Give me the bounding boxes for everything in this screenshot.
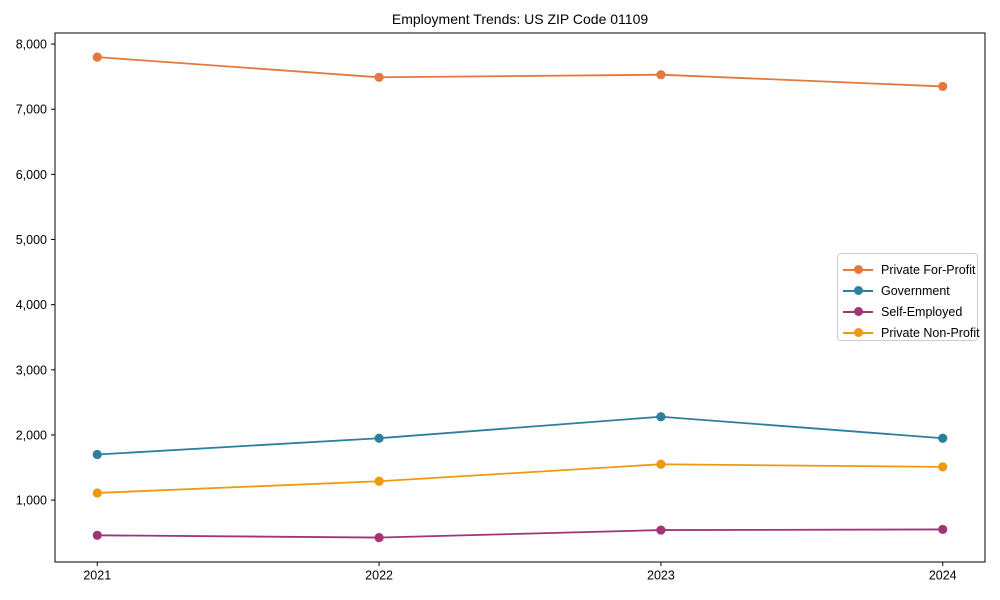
x-tick-label: 2024 <box>929 569 957 583</box>
legend-marker-icon <box>843 285 873 296</box>
series-line <box>97 56 943 88</box>
data-point-marker <box>92 449 102 460</box>
data-point-marker <box>938 433 948 443</box>
y-tick-label: 4,000 <box>16 298 47 312</box>
legend-label: Self-Employed <box>881 304 963 319</box>
legend-item-government: Government <box>843 280 977 301</box>
legend-marker-icon <box>843 306 873 317</box>
legend-item-private-for-profit: Private For-Profit <box>843 259 977 280</box>
series-self-employed <box>92 524 948 543</box>
series-private-for-profit <box>92 52 948 92</box>
data-point-marker <box>938 81 948 92</box>
y-tick-label: 2,000 <box>16 428 47 442</box>
legend-label: Private For-Profit <box>881 262 976 277</box>
y-tick-label: 7,000 <box>16 103 47 117</box>
chart-title: Employment Trends: US ZIP Code 01109 <box>391 11 649 27</box>
series-line <box>97 463 943 494</box>
y-tick-label: 8,000 <box>16 38 47 52</box>
legend-label: Government <box>881 283 950 298</box>
data-point-marker <box>374 433 384 443</box>
legend-item-private-non-profit: Private Non-Profit <box>843 322 980 343</box>
y-tick-label: 1,000 <box>16 494 47 508</box>
data-point-marker <box>656 525 666 535</box>
data-point-marker <box>656 459 666 469</box>
series-line <box>97 528 943 539</box>
series-private-non-profit <box>92 459 948 498</box>
data-point-marker <box>938 524 948 535</box>
plot-border <box>54 32 986 563</box>
y-tick-label: 6,000 <box>16 168 47 182</box>
data-point-marker <box>374 476 384 486</box>
data-point-marker <box>92 530 102 540</box>
series-line <box>97 415 943 456</box>
data-point-marker <box>92 488 102 498</box>
data-point-marker <box>374 532 384 543</box>
legend-item-self-employed: Self-Employed <box>843 301 977 322</box>
x-tick-label: 2021 <box>83 569 111 583</box>
y-tick-label: 5,000 <box>16 233 47 247</box>
x-tick-label: 2023 <box>647 569 675 583</box>
legend-marker-icon <box>843 327 873 338</box>
data-point-marker <box>656 412 666 422</box>
data-point-marker <box>374 72 384 82</box>
series-government <box>92 412 948 460</box>
legend: Private For-Profit Government Self-Emplo… <box>837 253 980 343</box>
legend-marker-icon <box>843 264 873 275</box>
legend-label: Private Non-Profit <box>881 325 980 340</box>
data-point-marker <box>92 52 102 62</box>
data-point-marker <box>938 462 948 472</box>
x-tick-label: 2022 <box>365 569 393 583</box>
y-tick-label: 3,000 <box>16 363 47 377</box>
data-point-marker <box>656 70 666 80</box>
